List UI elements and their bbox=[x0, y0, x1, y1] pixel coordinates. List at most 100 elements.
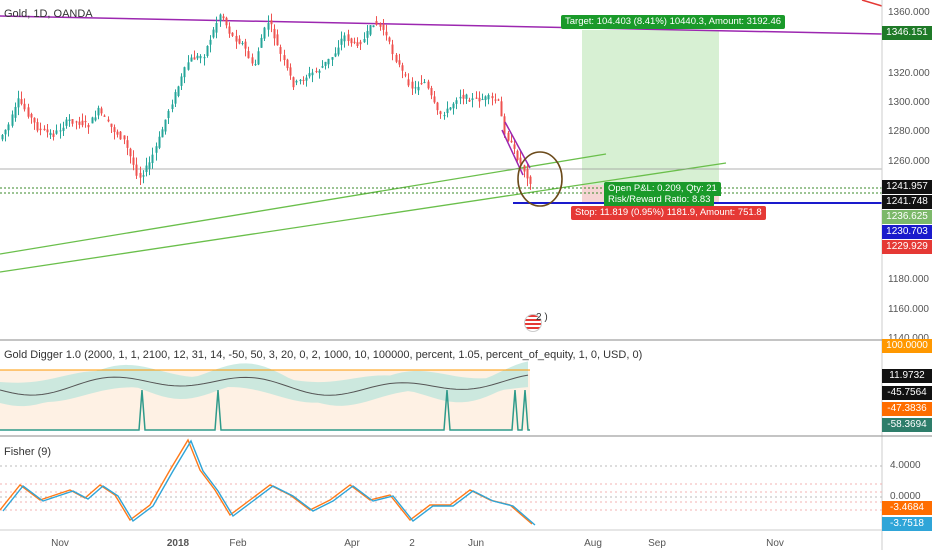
time-axis[interactable]: Nov 2018 Feb Apr 2 Jun Aug Sep Nov bbox=[51, 538, 784, 549]
price-tick-label: 1320.000 bbox=[888, 68, 930, 79]
candle-body bbox=[292, 77, 295, 88]
candle-body bbox=[382, 24, 385, 30]
stop-label[interactable]: Stop: 11.819 (0.95%) 1181.9, Amount: 751… bbox=[571, 206, 766, 220]
wedge-line-upper[interactable] bbox=[504, 121, 531, 169]
pnl-label[interactable]: Open P&L: 0.209, Qty: 21 bbox=[604, 182, 721, 196]
candle-body bbox=[33, 117, 36, 123]
fisher-pane[interactable] bbox=[0, 438, 882, 526]
ind1-tag-5: -58.3694 bbox=[882, 418, 932, 432]
candle-body bbox=[359, 41, 362, 45]
candle-body bbox=[97, 107, 100, 116]
candle-body bbox=[273, 28, 276, 39]
price-tick-label: 1140.000 bbox=[888, 333, 929, 344]
candle-body bbox=[439, 111, 442, 115]
candle-body bbox=[462, 94, 465, 99]
candle-body bbox=[379, 23, 382, 27]
candle-body bbox=[276, 34, 279, 46]
candle-body bbox=[235, 35, 238, 42]
candle-body bbox=[350, 38, 353, 44]
candle-body bbox=[161, 129, 164, 138]
time-tick-label: Nov bbox=[51, 538, 69, 549]
indicator-spikes bbox=[0, 389, 530, 431]
candle-body bbox=[231, 32, 234, 36]
gold-digger-pane[interactable] bbox=[0, 361, 530, 431]
candle-body bbox=[369, 25, 372, 35]
price-tag-stop: 1229.929 bbox=[882, 240, 932, 254]
candle-body bbox=[417, 86, 420, 91]
trend-line-green-1[interactable] bbox=[0, 153, 607, 255]
candle-body bbox=[401, 65, 404, 71]
price-tag-entry: 1236.625 bbox=[882, 210, 932, 224]
trend-line-green-2[interactable] bbox=[0, 162, 727, 273]
candle-body bbox=[1, 134, 4, 140]
candle-body bbox=[190, 57, 193, 62]
price-tick-label: 1260.000 bbox=[888, 156, 930, 167]
ind1-tag-2: 11.9732 bbox=[882, 369, 932, 383]
candle-body bbox=[353, 41, 356, 43]
candle-body bbox=[238, 38, 241, 44]
candle-body bbox=[299, 79, 302, 82]
candle-body bbox=[171, 104, 174, 110]
candle-body bbox=[455, 100, 458, 104]
indicator-line bbox=[0, 374, 529, 396]
target-label[interactable]: Target: 104.403 (8.41%) 10440.3, Amount:… bbox=[561, 15, 786, 29]
candle-body bbox=[443, 115, 446, 117]
candle-body bbox=[203, 57, 206, 59]
candle-body bbox=[513, 144, 516, 149]
fisher-tag-2: -3.7518 bbox=[882, 517, 932, 531]
candle-body bbox=[270, 20, 273, 25]
candle-body bbox=[43, 128, 46, 131]
candle-body bbox=[372, 25, 375, 28]
ind1-tag-3: -45.7564 bbox=[882, 386, 932, 400]
fisher-legend[interactable]: Fisher (9) bbox=[4, 446, 52, 458]
candle-body bbox=[145, 165, 148, 172]
candle-body bbox=[148, 162, 151, 169]
candle-body bbox=[119, 131, 122, 140]
candle-body bbox=[411, 81, 414, 89]
price-axis[interactable]: 1360.000 1320.000 1300.000 1280.000 1260.000… bbox=[888, 7, 930, 502]
candle-body bbox=[52, 133, 55, 137]
time-tick-label: Sep bbox=[648, 538, 666, 549]
candle-body bbox=[196, 55, 199, 59]
ind1-tag-4: -47.3836 bbox=[882, 402, 932, 416]
fisher-tick-label: 4.0000 bbox=[890, 460, 921, 471]
candle-body bbox=[334, 53, 337, 57]
us-flag-icon[interactable] bbox=[524, 314, 542, 332]
candle-body bbox=[366, 30, 369, 38]
time-tick-label: Feb bbox=[229, 538, 247, 549]
candle-body bbox=[430, 88, 433, 96]
candle-body bbox=[84, 121, 87, 123]
candle-body bbox=[267, 23, 270, 30]
candle-body bbox=[436, 102, 439, 111]
trend-line-purple[interactable] bbox=[0, 15, 883, 35]
flag-label: 2 ) bbox=[536, 312, 548, 323]
gold-digger-legend[interactable]: Gold Digger 1.0 (2000, 1, 1, 2100, 12, 3… bbox=[4, 349, 643, 361]
candle-body bbox=[110, 123, 113, 127]
candle-body bbox=[199, 55, 202, 59]
time-tick-label: 2 bbox=[409, 538, 415, 549]
price-tag-stop-line: 1230.703 bbox=[882, 225, 932, 239]
main-pane[interactable] bbox=[0, 0, 932, 340]
rr-label[interactable]: Risk/Reward Ratio: 8.83 bbox=[604, 193, 715, 207]
trend-line-red[interactable] bbox=[861, 0, 883, 7]
candle-body bbox=[11, 114, 14, 126]
circle-annotation[interactable] bbox=[517, 151, 563, 207]
candle-body bbox=[471, 98, 474, 101]
target-zone bbox=[582, 30, 719, 185]
candle-body bbox=[491, 96, 494, 99]
symbol-legend[interactable]: Gold, 1D, OANDA bbox=[4, 8, 93, 20]
candle-body bbox=[510, 140, 513, 143]
candle-body bbox=[331, 57, 334, 60]
candle-body bbox=[519, 157, 522, 164]
candle-body bbox=[459, 96, 462, 99]
candle-body bbox=[247, 51, 250, 59]
candle-body bbox=[71, 119, 74, 124]
fisher-tick-label: 0.0000 bbox=[890, 491, 921, 502]
candle-body bbox=[263, 27, 266, 39]
candle-body bbox=[7, 124, 10, 131]
candle-body bbox=[308, 73, 311, 77]
candle-body bbox=[363, 39, 366, 43]
candle-body bbox=[39, 128, 42, 131]
candle-body bbox=[289, 67, 292, 76]
